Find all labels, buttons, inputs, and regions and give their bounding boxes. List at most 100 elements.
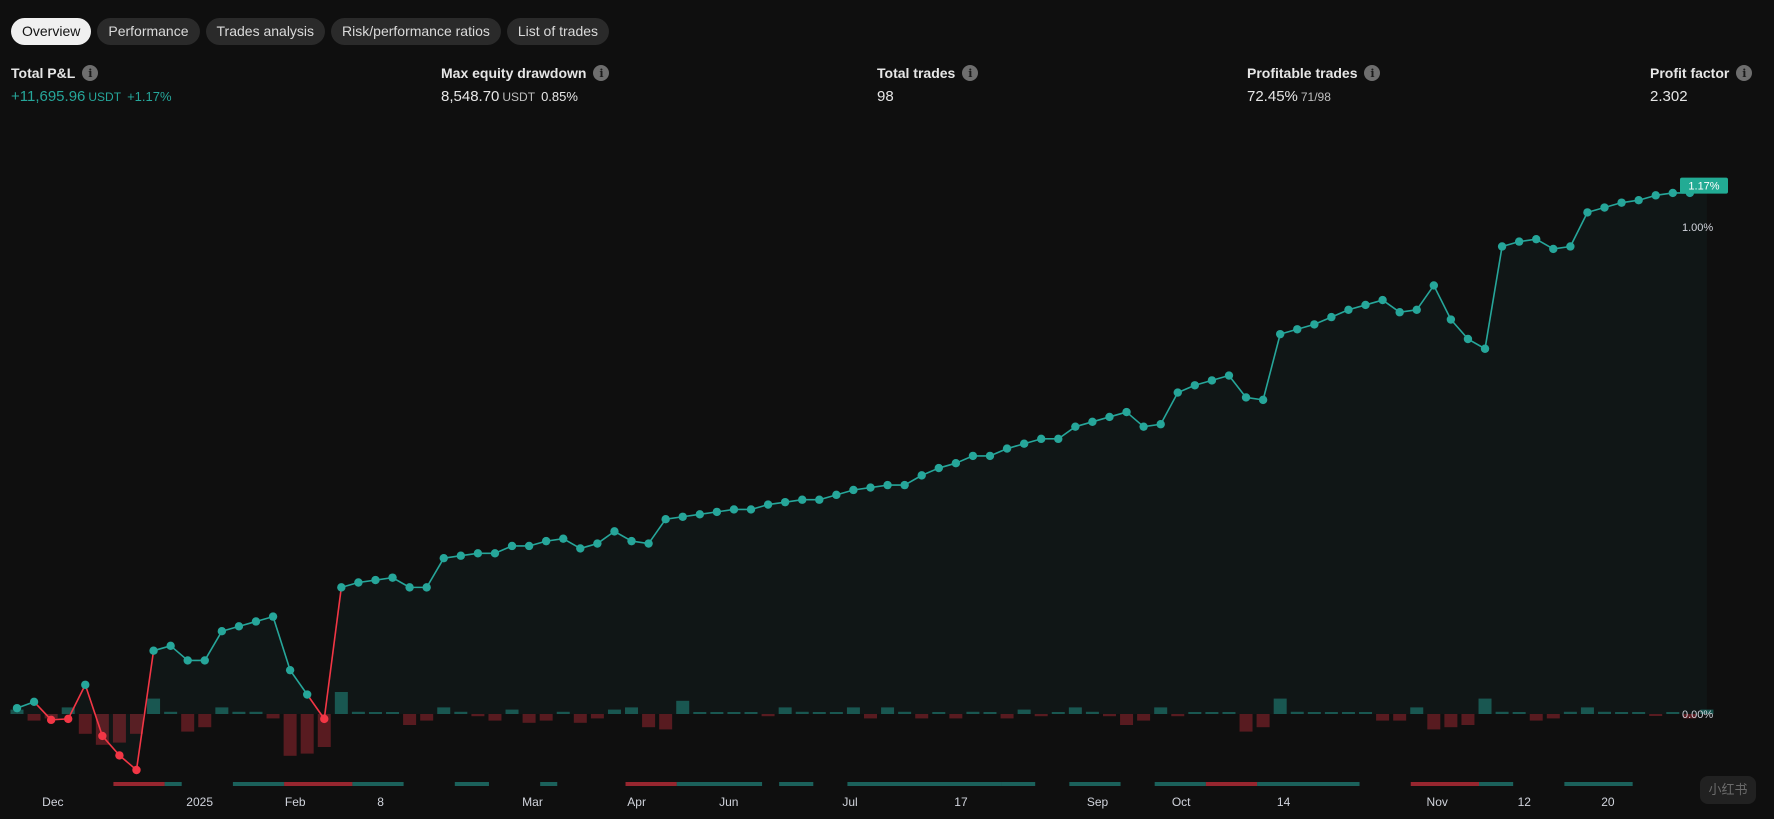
trade-bar — [266, 714, 280, 719]
equity-point — [1293, 325, 1302, 334]
trade-bar — [61, 707, 75, 714]
trade-bar — [1393, 714, 1407, 721]
equity-point — [200, 656, 209, 665]
stat-unit: USDT — [88, 90, 122, 104]
equity-point — [832, 490, 841, 500]
watermark-logo: 小红书 — [1700, 776, 1756, 804]
stat-value: 2.302 — [1650, 88, 1688, 105]
equity-point — [763, 500, 773, 509]
equity-line-segment — [1450, 319, 1469, 340]
equity-line-segment — [323, 587, 343, 719]
trade-bar — [915, 714, 929, 719]
equity-point — [1156, 420, 1165, 429]
trade-bar — [1700, 709, 1714, 714]
trade-bar — [283, 714, 297, 756]
trade-bar — [488, 714, 502, 721]
equity-area — [17, 185, 1707, 771]
run-segment — [1257, 782, 1360, 786]
equity-point — [678, 512, 687, 521]
trade-bar — [898, 711, 912, 714]
trade-bar — [1649, 714, 1663, 716]
trade-bar — [368, 712, 382, 714]
tab-list-of-trades[interactable]: List of trades — [506, 18, 610, 45]
equity-point — [405, 583, 414, 592]
x-tick-label: 14 — [1277, 795, 1291, 809]
trade-bar — [1427, 714, 1441, 730]
equity-point — [1497, 242, 1507, 251]
equity-point — [541, 536, 551, 546]
equity-point — [149, 646, 158, 655]
equity-point — [473, 549, 483, 558]
equity-point — [1037, 434, 1046, 444]
equity-point — [746, 505, 756, 514]
trade-bar — [181, 714, 195, 732]
run-segment — [232, 782, 285, 786]
trade-bar — [1341, 712, 1355, 714]
equity-point — [934, 463, 943, 473]
equity-line-segment — [1159, 392, 1179, 425]
info-icon[interactable]: i — [1736, 65, 1753, 81]
equity-point — [234, 622, 244, 631]
equity-point — [268, 612, 278, 621]
x-tick-label: Apr — [627, 795, 646, 809]
equity-point — [1514, 237, 1524, 246]
info-icon[interactable]: i — [1364, 65, 1381, 81]
info-icon[interactable]: i — [82, 65, 99, 81]
info-icon[interactable]: i — [593, 65, 610, 81]
run-segment — [625, 782, 677, 786]
x-tick-label: Jul — [842, 795, 857, 809]
equity-point — [1071, 422, 1080, 431]
equity-chart[interactable]: Dec 2025 Feb 8 Mar Apr Jun Jul 17 Sep Oct 14 Nov 12 20… — [0, 120, 1774, 819]
trade-bar — [539, 714, 553, 721]
equity-point — [1344, 305, 1353, 314]
run-segment — [540, 782, 558, 786]
trade-bar — [1359, 712, 1373, 714]
stat-percent: +1.17% — [127, 89, 172, 104]
equity-point — [1446, 315, 1456, 324]
equity-point — [166, 641, 175, 651]
trade-bar — [351, 711, 365, 714]
last-value-label: 1.17% — [1688, 181, 1719, 193]
equity-point — [917, 471, 926, 480]
x-tick-label: Jun — [719, 795, 738, 809]
equity-point — [251, 617, 261, 626]
trade-bar — [727, 712, 741, 714]
stat-label: Profit factor — [1650, 65, 1730, 81]
trade-bar — [1529, 714, 1543, 721]
tab-overview[interactable]: Overview — [11, 18, 92, 45]
trade-bar — [846, 707, 860, 714]
trade-bar — [1478, 698, 1492, 714]
trade-bar — [386, 712, 400, 714]
tab-trades-analysis[interactable]: Trades analysis — [205, 18, 326, 45]
stat-value: 98 — [877, 88, 894, 105]
trade-bar — [505, 709, 519, 714]
stat-profit-factor: Profit factor i 2.302 — [1650, 64, 1753, 105]
equity-point — [490, 549, 500, 558]
equity-point — [524, 541, 534, 551]
equity-line-segment — [1262, 333, 1281, 401]
run-segment — [779, 782, 814, 786]
trade-bar — [1205, 712, 1219, 714]
x-tick-label: Nov — [1427, 795, 1448, 809]
equity-point — [1549, 244, 1558, 254]
stat-max-equity-drawdown: Max equity drawdown i 8,548.70 USDT 0.85% — [441, 64, 610, 105]
tab-performance[interactable]: Performance — [97, 18, 200, 45]
trade-bar — [1495, 711, 1509, 714]
tab-risk-performance-ratios[interactable]: Risk/performance ratios — [331, 18, 501, 45]
trade-bar — [795, 711, 809, 714]
stat-total-trades: Total trades i 98 — [877, 64, 979, 105]
trade-bar — [710, 712, 724, 714]
x-tick-label: Mar — [522, 795, 543, 809]
trade-bar — [949, 714, 963, 719]
trade-bar — [1034, 714, 1048, 717]
info-icon[interactable]: i — [962, 65, 979, 81]
equity-point — [985, 451, 995, 461]
equity-point — [712, 507, 722, 517]
equity-line-segment — [425, 557, 445, 588]
trade-bar — [78, 714, 92, 734]
stat-percent: 0.85% — [541, 89, 578, 104]
stat-label: Total trades — [877, 65, 956, 81]
trade-bar — [1324, 712, 1338, 714]
trade-bar — [1376, 714, 1390, 721]
trade-bar — [676, 700, 690, 714]
